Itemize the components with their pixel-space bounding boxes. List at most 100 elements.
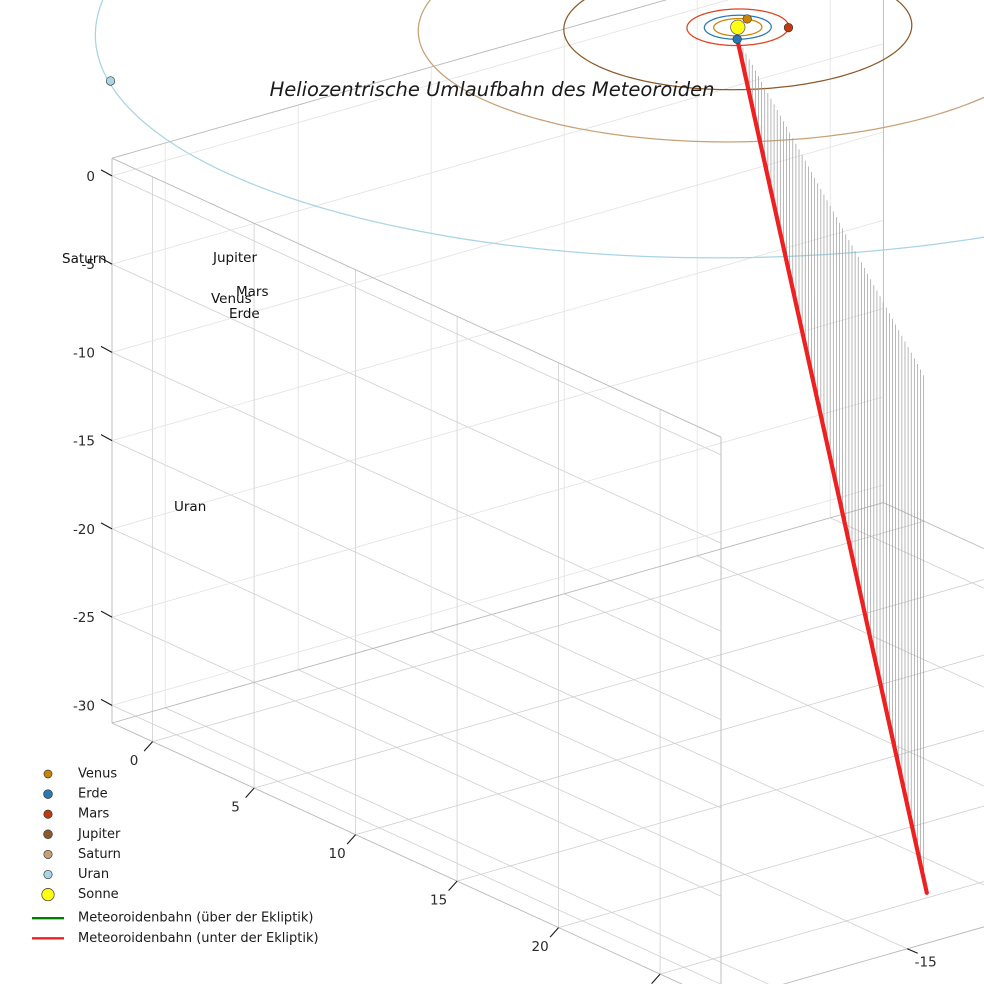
y-tick-label: -15 xyxy=(915,954,937,970)
grid-bottom-y xyxy=(564,593,984,787)
grid-bottom-x xyxy=(152,520,925,742)
x-tickmark xyxy=(651,973,661,984)
grid-bottom-x xyxy=(253,579,984,789)
grid-back-z xyxy=(111,131,884,353)
orbit-jupiter xyxy=(563,0,913,91)
grid-bottom-y xyxy=(165,707,770,984)
legend-marker-jupiter xyxy=(43,829,53,840)
legend-marker-erde xyxy=(43,789,53,799)
x-tick-label: 5 xyxy=(231,800,240,816)
legend-entry-uran[interactable]: Uran xyxy=(43,867,109,882)
legend-label-line-1: Meteoroidenbahn (unter der Ekliptik) xyxy=(78,931,319,946)
legend-entry-mars[interactable]: Mars xyxy=(43,807,110,822)
legend-marker-saturn xyxy=(43,849,53,859)
legend-marker-venus xyxy=(43,769,53,779)
z-tickmark xyxy=(100,345,113,353)
page-title: Heliozentrische Umlaufbahn des Meteoroid… xyxy=(270,78,715,101)
annotation-jupiter: Jupiter xyxy=(212,250,257,266)
x-tickmark xyxy=(245,787,255,798)
legend-entry-line-1[interactable]: Meteoroidenbahn (unter der Ekliptik) xyxy=(32,931,319,946)
legend-marker-mars xyxy=(43,809,53,819)
orbit-erde xyxy=(703,14,772,40)
legend-entry-venus[interactable]: Venus xyxy=(43,767,117,782)
annotation-saturn: Saturn xyxy=(62,251,107,267)
box-edge xyxy=(111,502,884,724)
z-tick-label: -20 xyxy=(73,522,95,538)
orbit-saturn xyxy=(417,0,984,143)
x-tickmark xyxy=(549,927,560,938)
legend-label-jupiter: Jupiter xyxy=(77,827,121,842)
z-tickmark xyxy=(100,698,113,706)
grid-left-z xyxy=(111,528,722,809)
legend-entry-sonne[interactable]: Sonne xyxy=(41,887,119,902)
box-edge xyxy=(111,157,722,438)
y-tickmark xyxy=(906,948,918,954)
grid-left-z xyxy=(111,175,722,456)
z-tickmark xyxy=(100,257,113,265)
z-tick-label: -25 xyxy=(73,610,95,626)
sun-marker xyxy=(730,19,746,35)
grid-bottom-x xyxy=(456,730,984,882)
z-tick-label: -10 xyxy=(73,345,95,361)
legend-label-saturn: Saturn xyxy=(78,847,121,862)
z-tick-label: 0 xyxy=(86,169,95,185)
legend-label-venus: Venus xyxy=(78,767,117,782)
grid-left-z xyxy=(111,616,722,897)
grid-bottom-y xyxy=(697,555,984,688)
planet-marker-uran xyxy=(105,76,116,86)
legend-label-mars: Mars xyxy=(78,807,110,822)
x-tick-label: 15 xyxy=(430,893,447,909)
planet-marker-erde xyxy=(732,34,742,44)
z-tick-label: -5 xyxy=(82,257,95,273)
x-tickmark xyxy=(448,880,458,891)
legend-entry-jupiter[interactable]: Jupiter xyxy=(43,827,121,842)
grid-left-z xyxy=(111,263,722,544)
meteoroid-trajectory-below xyxy=(734,34,929,895)
legend: Venus Erde Mars Jupiter Saturn Uran Sonne Meteo… xyxy=(32,767,319,946)
legend-entry-line-0[interactable]: Meteoroidenbahn (über der Ekliptik) xyxy=(32,911,314,926)
grid-bottom-x xyxy=(659,881,984,975)
grid-left-z xyxy=(111,351,722,632)
x-tick-label: 20 xyxy=(532,939,549,955)
box-edge xyxy=(111,0,668,159)
legend-entry-erde[interactable]: Erde xyxy=(43,787,108,802)
grid-bottom-y xyxy=(830,517,984,589)
legend-label-line-0: Meteoroidenbahn (über der Ekliptik) xyxy=(78,911,314,926)
legend-entry-saturn[interactable]: Saturn xyxy=(43,847,121,862)
orbit-venus xyxy=(713,17,763,37)
x-tick-label: 10 xyxy=(329,846,346,862)
x-tickmark xyxy=(143,741,154,752)
z-tickmark xyxy=(100,610,113,618)
grid-bottom-x xyxy=(355,654,984,835)
box-edge xyxy=(782,926,984,984)
grid-back-z xyxy=(111,396,884,618)
z-tick-label: -15 xyxy=(73,434,95,450)
x-tickmark xyxy=(346,834,357,845)
planet-marker-venus xyxy=(742,14,752,24)
planet-marker-mars xyxy=(783,23,794,33)
legend-label-uran: Uran xyxy=(78,867,109,882)
grid-back-z xyxy=(111,43,884,265)
annotation-venus: Venus xyxy=(211,291,252,307)
grid-back-z xyxy=(111,308,884,530)
annotation-erde: Erde xyxy=(229,306,260,322)
grid-back-z xyxy=(111,484,884,706)
z-tickmark xyxy=(100,522,113,530)
legend-marker-sonne xyxy=(41,888,55,902)
grid-back-z xyxy=(111,0,729,177)
grid-left-z xyxy=(111,440,722,720)
annotation-mars: Mars xyxy=(236,284,269,300)
x-tick-label: 0 xyxy=(130,753,139,769)
legend-marker-uran xyxy=(43,869,53,880)
annotation-uran: Uran xyxy=(174,499,206,515)
grid-bottom-x xyxy=(558,805,984,928)
legend-label-sonne: Sonne xyxy=(78,887,119,902)
grid-bottom-y xyxy=(298,669,908,950)
legend-label-erde: Erde xyxy=(78,787,108,802)
pane-back xyxy=(112,0,884,723)
z-tick-label: -30 xyxy=(73,698,95,714)
box-edge xyxy=(111,722,683,984)
grid-left-z xyxy=(111,704,722,984)
